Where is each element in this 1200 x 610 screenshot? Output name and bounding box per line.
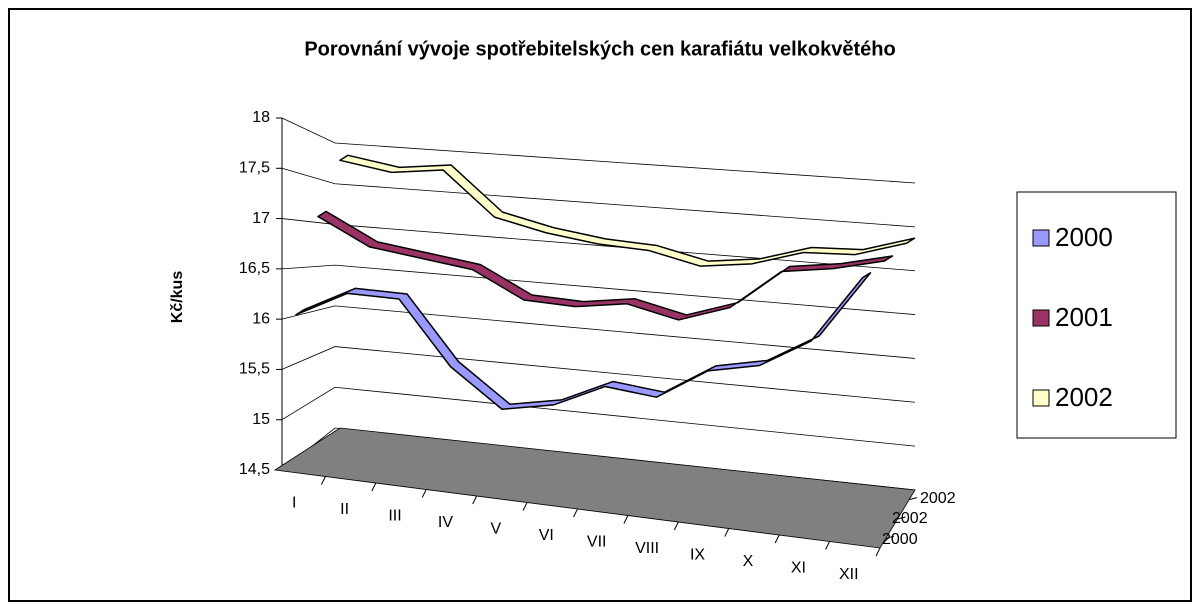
y-tick-label: 17 [252, 210, 270, 227]
legend-swatch [1032, 229, 1050, 247]
depth-tick [909, 497, 918, 501]
depth-label: 2002 [920, 490, 956, 507]
x-tick-label: IV [438, 514, 453, 531]
series-ribbon [317, 210, 894, 321]
x-tick [875, 547, 881, 557]
x-tick [724, 528, 730, 537]
grid-line [281, 346, 916, 403]
grid-line [281, 386, 916, 447]
depth-label: 2002 [892, 510, 928, 527]
legend-label: 2000 [1055, 222, 1113, 252]
x-tick-label: XII [839, 566, 859, 583]
x-tick-label: V [491, 520, 502, 537]
legend-swatch [1032, 389, 1050, 407]
y-axis-title: Kč/kus [169, 271, 186, 324]
x-tick-label: VII [587, 533, 607, 550]
legend-label: 2002 [1055, 382, 1113, 412]
x-tick [825, 541, 831, 550]
series-ribbon [339, 154, 916, 267]
x-tick [371, 482, 377, 492]
x-tick-label: VI [539, 527, 554, 544]
x-tick-label: III [388, 507, 401, 524]
y-tick-label: 15,5 [239, 361, 270, 378]
x-tick [421, 489, 427, 498]
y-tick-label: 14,5 [239, 461, 270, 478]
legend-swatch [1032, 309, 1050, 327]
x-tick-label: I [292, 494, 296, 511]
x-tick [320, 476, 326, 485]
y-tick-label: 15 [252, 411, 270, 428]
x-tick [673, 521, 679, 531]
x-tick [522, 502, 528, 511]
series-ribbon [295, 271, 872, 411]
legend-label: 2001 [1055, 302, 1113, 332]
y-tick-label: 17,5 [239, 160, 270, 177]
y-tick-label: 16,5 [239, 260, 270, 277]
x-tick [623, 515, 629, 524]
x-tick-label: XI [791, 559, 806, 576]
grid-line [281, 305, 916, 359]
x-tick [774, 534, 780, 544]
y-tick-label: 16 [252, 310, 270, 327]
grid-line [281, 167, 916, 228]
depth-label: 2000 [882, 531, 918, 548]
depth-tick [897, 516, 906, 520]
y-tick-label: 18 [252, 109, 270, 126]
chart-title: Porovnání vývoje spotřebitelských cen ka… [304, 38, 895, 60]
x-tick-label: X [743, 553, 754, 570]
x-tick-label: IX [690, 546, 705, 563]
depth-tick [885, 535, 894, 539]
x-tick [472, 495, 478, 505]
x-tick-label: II [340, 501, 349, 518]
grid-line [281, 264, 916, 315]
x-tick-label: VIII [635, 540, 659, 557]
x-tick [573, 508, 578, 518]
grid-line [281, 117, 916, 184]
